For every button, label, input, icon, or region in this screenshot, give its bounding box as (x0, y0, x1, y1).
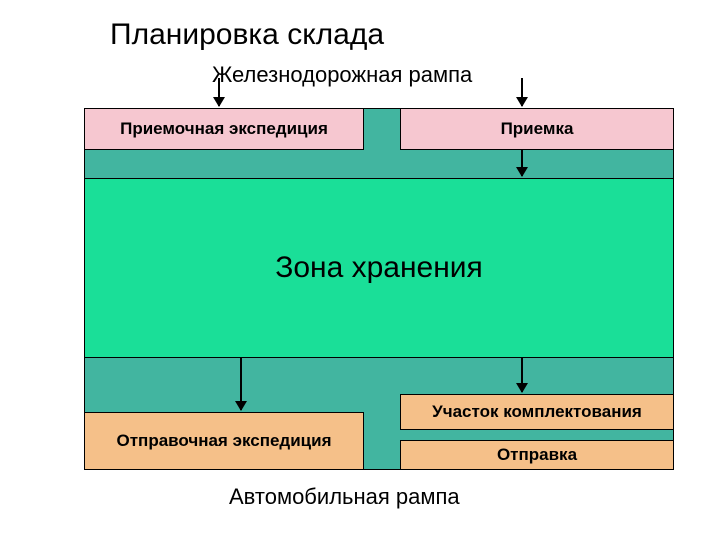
zone-reception-expedition-label: Приемочная экспедиция (120, 119, 328, 139)
zone-reception-expedition: Приемочная экспедиция (84, 108, 364, 150)
zone-dispatch-expedition-label: Отправочная экспедиция (117, 431, 332, 451)
arrow-icon (521, 150, 523, 176)
zone-storage-label: Зона хранения (275, 251, 483, 285)
zone-dispatch: Отправка (400, 440, 674, 470)
arrow-icon (521, 358, 523, 392)
arrow-icon (521, 78, 523, 106)
zone-picking-label: Участок комплектования (432, 402, 642, 422)
zone-dispatch-expedition: Отправочная экспедиция (84, 412, 364, 470)
arrow-icon (240, 358, 242, 410)
bottom-ramp-label: Автомобильная рампа (229, 484, 460, 510)
page-title: Планировка склада (110, 18, 384, 52)
zone-reception: Приемка (400, 108, 674, 150)
zone-storage: Зона хранения (84, 178, 674, 358)
zone-reception-label: Приемка (501, 119, 574, 139)
top-ramp-label: Железнодорожная рампа (212, 62, 472, 88)
arrow-icon (218, 78, 220, 106)
zone-picking: Участок комплектования (400, 394, 674, 430)
zone-dispatch-label: Отправка (497, 445, 577, 465)
